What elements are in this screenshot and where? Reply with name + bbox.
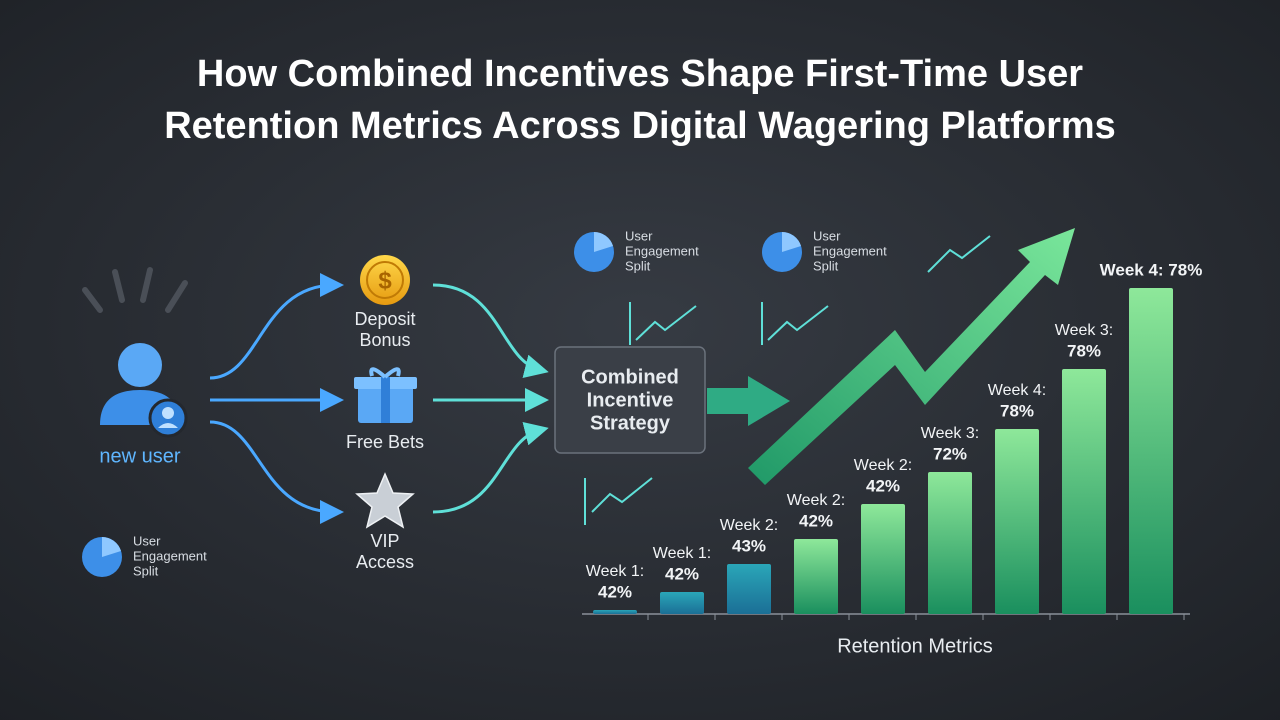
pie-slice	[102, 537, 121, 557]
bar-value: 72%	[933, 444, 967, 463]
flow-arrows	[432, 283, 549, 514]
bar	[1129, 288, 1173, 614]
bar	[995, 429, 1039, 614]
bar-value: 78%	[1067, 341, 1101, 360]
title: How Combined Incentives Shape First-Time…	[197, 53, 1083, 95]
axis-label: Retention Metrics	[837, 635, 993, 657]
bar-week: Week 2:	[854, 457, 912, 474]
user-icon	[82, 267, 188, 438]
engagement-label: Engagement	[133, 548, 207, 563]
bar-value: 42%	[866, 476, 900, 495]
bar-week: Week 3:	[1055, 322, 1113, 339]
bar	[593, 610, 637, 614]
bar	[794, 539, 838, 614]
engagement-label: User	[813, 228, 841, 243]
bar	[727, 564, 771, 614]
bar-value: 43%	[732, 536, 766, 555]
coin-icon: $	[360, 255, 410, 305]
incentive-label: VIP	[370, 531, 399, 551]
bar-week: Week 1:	[653, 545, 711, 562]
svg-text:$: $	[378, 267, 392, 294]
bar-week: Week 3:	[921, 425, 979, 442]
incentive-label: Access	[356, 552, 414, 572]
flow-arrows	[209, 273, 344, 524]
bar-week: Week 2:	[787, 492, 845, 509]
bar-value: 42%	[799, 511, 833, 530]
bar	[660, 592, 704, 614]
bars: Week 1: 42% Week 1: 42% Week 2: 43% Week 2: 42%…	[586, 260, 1203, 620]
strategy-label: Incentive	[587, 389, 674, 411]
strategy-box	[554, 346, 706, 454]
engagement-label: Engagement	[813, 243, 887, 258]
bar-week: Week 2:	[720, 517, 778, 534]
bar-label: Week 4: 78%	[1100, 260, 1203, 279]
trend-icons	[584, 235, 991, 525]
incentive-label: Free Bets	[346, 432, 424, 452]
engagement-icons: UserEngagementSplitUserEngagementSplitUs…	[82, 228, 887, 578]
growth-arrow	[748, 228, 1075, 485]
strategy-label: Combined	[581, 366, 679, 388]
engagement-label: Split	[813, 258, 839, 273]
bar-value: 42%	[598, 582, 632, 601]
pie-slice	[594, 232, 613, 252]
bar-week: Week 1:	[586, 563, 644, 580]
engagement-label: User	[625, 228, 653, 243]
incentive-label: Deposit	[354, 309, 415, 329]
title: Retention Metrics Across Digital Wagerin…	[164, 105, 1116, 147]
engagement-label: Engagement	[625, 243, 699, 258]
incentive-label: Bonus	[359, 330, 410, 350]
engagement-label: Split	[133, 563, 159, 578]
pie-slice	[782, 232, 801, 252]
engagement-label: Split	[625, 258, 651, 273]
bar-week: Week 4:	[988, 382, 1046, 399]
strategy-arrow	[707, 376, 790, 426]
bar	[861, 504, 905, 614]
strategy-label: Strategy	[590, 412, 671, 434]
engagement-label: User	[133, 533, 161, 548]
star-icon	[355, 472, 415, 529]
bar	[1062, 369, 1106, 614]
gift-icon	[354, 367, 417, 423]
bar	[928, 472, 972, 614]
user-label: new user	[99, 445, 180, 467]
bar-value: 42%	[665, 564, 699, 583]
bar-value: 78%	[1000, 401, 1034, 420]
